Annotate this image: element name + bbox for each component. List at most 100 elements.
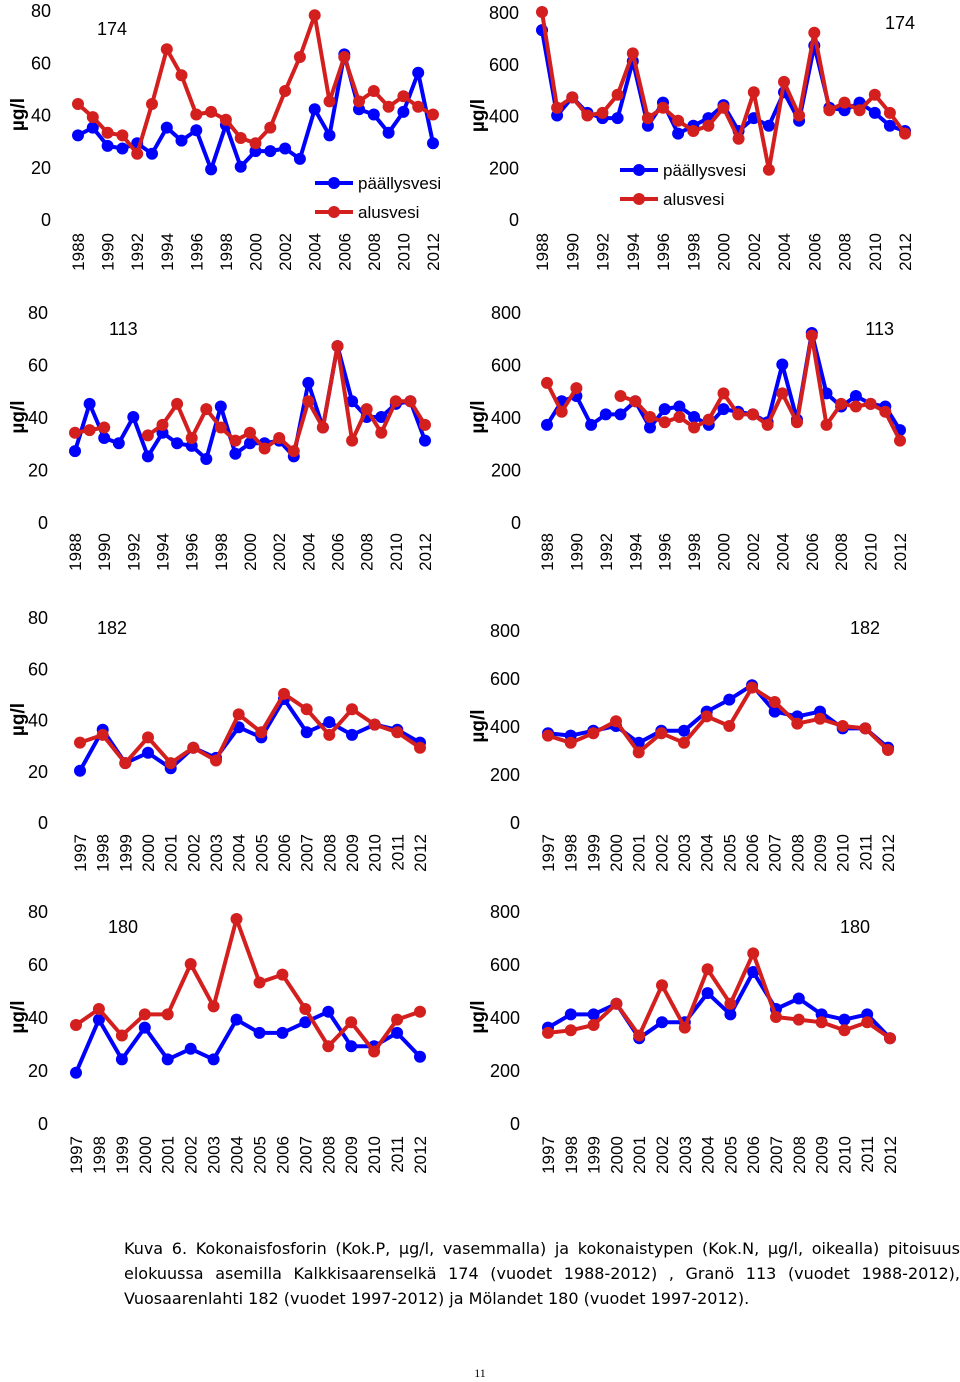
y-tick-label: 0 [509, 210, 519, 230]
x-tick-label: 2010 [366, 834, 385, 872]
x-tick-label: 2005 [720, 834, 739, 872]
x-tick-label: 2012 [424, 233, 443, 271]
x-tick-label: 2009 [811, 834, 830, 872]
data-point [419, 418, 431, 431]
data-point [793, 109, 806, 122]
data-point [184, 1042, 197, 1055]
series-alusvesi [542, 681, 894, 759]
y-tick-label: 600 [490, 955, 520, 975]
y-tick-label: 60 [28, 356, 48, 376]
data-point [838, 1013, 851, 1026]
data-point [368, 1045, 381, 1058]
y-tick-label: 0 [38, 813, 48, 833]
data-point [138, 1021, 151, 1034]
y-axis-label: µg/l [468, 1000, 489, 1033]
x-tick-label: 1998 [94, 834, 113, 872]
data-point [570, 382, 583, 395]
data-point [412, 66, 425, 79]
x-tick-label: 2001 [630, 834, 649, 872]
legend-entry: alusvesi [358, 203, 419, 222]
data-point [346, 703, 358, 716]
data-point [641, 112, 654, 125]
data-point [72, 129, 84, 142]
data-point [175, 134, 188, 147]
station-label: 180 [840, 917, 870, 937]
data-point [253, 976, 266, 989]
data-point [587, 1008, 600, 1021]
data-point [200, 453, 213, 465]
x-tick-label: 2002 [182, 1136, 201, 1174]
data-point [397, 105, 410, 118]
data-point [849, 390, 862, 402]
data-point [279, 85, 292, 97]
data-point [230, 1013, 243, 1026]
data-point [160, 121, 173, 134]
data-point [184, 958, 197, 970]
data-point [747, 86, 760, 99]
y-tick-label: 20 [28, 1061, 48, 1081]
y-tick-label: 60 [28, 955, 48, 975]
chart-113-n: µg/l 0 200 400 600 800 1988 1990 1992 1994 1996 199… [468, 303, 910, 571]
data-point [564, 1008, 577, 1021]
x-tick-label: 2010 [866, 233, 885, 271]
data-point [414, 1005, 426, 1018]
data-point [611, 88, 624, 101]
x-tick-label: 1988 [69, 233, 88, 271]
x-tick-label: 2002 [744, 533, 763, 571]
data-point [762, 163, 775, 176]
x-tick-label: 2005 [721, 1136, 740, 1174]
x-tick-label: 1999 [584, 834, 603, 872]
y-axis-label: µg/l [468, 99, 489, 132]
data-point [234, 160, 247, 173]
data-point [190, 108, 203, 121]
data-point [587, 1019, 600, 1031]
x-tick-label: 2003 [205, 1136, 224, 1174]
x-tick-label: 2003 [676, 1136, 695, 1174]
data-point [273, 432, 286, 444]
y-tick-label: 40 [31, 106, 51, 126]
data-point [566, 91, 579, 104]
data-point [882, 744, 894, 756]
x-tick-label: 2012 [891, 533, 910, 571]
data-point [762, 119, 775, 132]
x-tick-label: 2005 [252, 834, 271, 872]
data-point [244, 437, 256, 450]
x-tick-label: 2000 [715, 233, 734, 271]
data-point [823, 104, 836, 117]
data-point [278, 687, 290, 700]
data-point [717, 403, 730, 416]
y-tick-label: 60 [28, 659, 48, 679]
x-tick-label: 2008 [320, 834, 339, 872]
data-point [323, 129, 336, 142]
x-tick-label: 2006 [335, 233, 354, 271]
data-point [883, 119, 896, 132]
y-tick-label: 400 [490, 717, 520, 737]
data-point [229, 434, 242, 447]
y-tick-label: 40 [28, 711, 48, 731]
data-point [868, 106, 881, 119]
legend-entry: päällysvesi [663, 161, 746, 180]
data-point [678, 1021, 691, 1034]
data-point [820, 418, 833, 431]
x-tick-label: 2002 [276, 233, 295, 271]
x-tick-label: 1999 [113, 1136, 132, 1174]
x-tick-label: 1994 [624, 233, 643, 271]
x-tick-label: 2004 [775, 233, 794, 271]
data-point [792, 992, 805, 1005]
x-tick-label: 2004 [228, 1136, 247, 1174]
data-point [210, 754, 222, 767]
x-tick-label: 1988 [533, 233, 552, 271]
legend-entry: alusvesi [663, 190, 724, 209]
data-point [414, 1050, 426, 1063]
x-tick-label: 1992 [594, 233, 613, 271]
y-tick-label: 200 [490, 765, 520, 785]
x-tick-label: 2002 [653, 1136, 672, 1174]
data-point [688, 421, 701, 434]
series-line [78, 697, 421, 772]
data-point [673, 411, 686, 423]
data-point [879, 405, 892, 418]
data-point [700, 710, 713, 723]
data-point [658, 403, 671, 416]
legend-swatch-marker [633, 164, 645, 176]
